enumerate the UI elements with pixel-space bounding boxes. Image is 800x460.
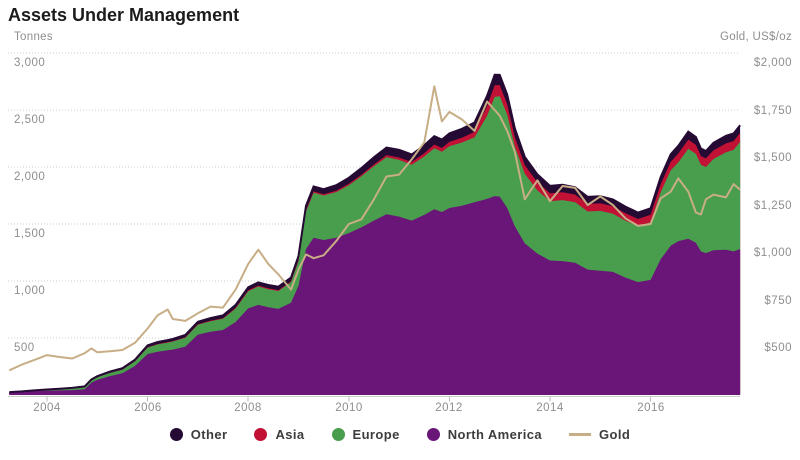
legend-label: Europe bbox=[352, 427, 400, 442]
legend-item-europe[interactable]: Europe bbox=[331, 427, 400, 442]
legend-swatch-north-america-icon bbox=[426, 428, 440, 441]
legend-swatch-other-icon bbox=[169, 428, 183, 441]
gold-line bbox=[8, 85, 741, 372]
legend-item-gold[interactable]: Gold bbox=[569, 427, 630, 442]
x-tick-label: 2008 bbox=[234, 402, 262, 414]
right-tick-label: $1,250 bbox=[753, 200, 792, 212]
x-tick-label: 2004 bbox=[33, 402, 61, 414]
legend-label: North America bbox=[447, 427, 542, 442]
legend-item-asia[interactable]: Asia bbox=[254, 427, 304, 442]
legend: Other Asia Europe North America Gold bbox=[0, 427, 800, 442]
left-tick-label: 1,500 bbox=[14, 228, 46, 240]
legend-swatch-europe-icon bbox=[331, 428, 345, 441]
legend-item-north-america[interactable]: North America bbox=[426, 427, 542, 442]
page-title: Assets Under Management bbox=[8, 5, 240, 25]
x-tick-label: 2014 bbox=[536, 402, 564, 414]
area-north-america bbox=[9, 196, 741, 395]
x-tick-label: 2012 bbox=[435, 402, 463, 414]
left-axis-title: Tonnes bbox=[14, 31, 53, 43]
left-tick-label: 2,500 bbox=[14, 114, 46, 126]
right-tick-label: $1,000 bbox=[753, 247, 792, 259]
right-tick-label: $500 bbox=[764, 342, 792, 354]
left-tick-label: 500 bbox=[14, 342, 35, 354]
left-tick-label: 2,000 bbox=[14, 171, 46, 183]
x-tick-label: 2010 bbox=[335, 402, 363, 414]
right-tick-label: $1,750 bbox=[753, 105, 792, 117]
legend-label: Gold bbox=[599, 427, 631, 442]
right-axis-title: Gold, US$/oz bbox=[720, 31, 792, 43]
x-tick-label: 2016 bbox=[637, 402, 665, 414]
legend-label: Asia bbox=[275, 427, 305, 442]
x-tick-label: 2006 bbox=[134, 402, 162, 414]
right-tick-label: $1,500 bbox=[753, 152, 792, 164]
right-tick-label: $750 bbox=[764, 295, 792, 307]
legend-swatch-asia-icon bbox=[254, 428, 268, 441]
left-tick-label: 3,000 bbox=[14, 57, 46, 69]
legend-label: Other bbox=[190, 427, 228, 442]
left-tick-label: 1,000 bbox=[14, 285, 46, 297]
right-tick-label: $2,000 bbox=[753, 57, 792, 69]
stack-top-outline bbox=[9, 73, 741, 394]
legend-swatch-gold-icon bbox=[569, 433, 591, 436]
legend-item-other[interactable]: Other bbox=[169, 427, 228, 442]
